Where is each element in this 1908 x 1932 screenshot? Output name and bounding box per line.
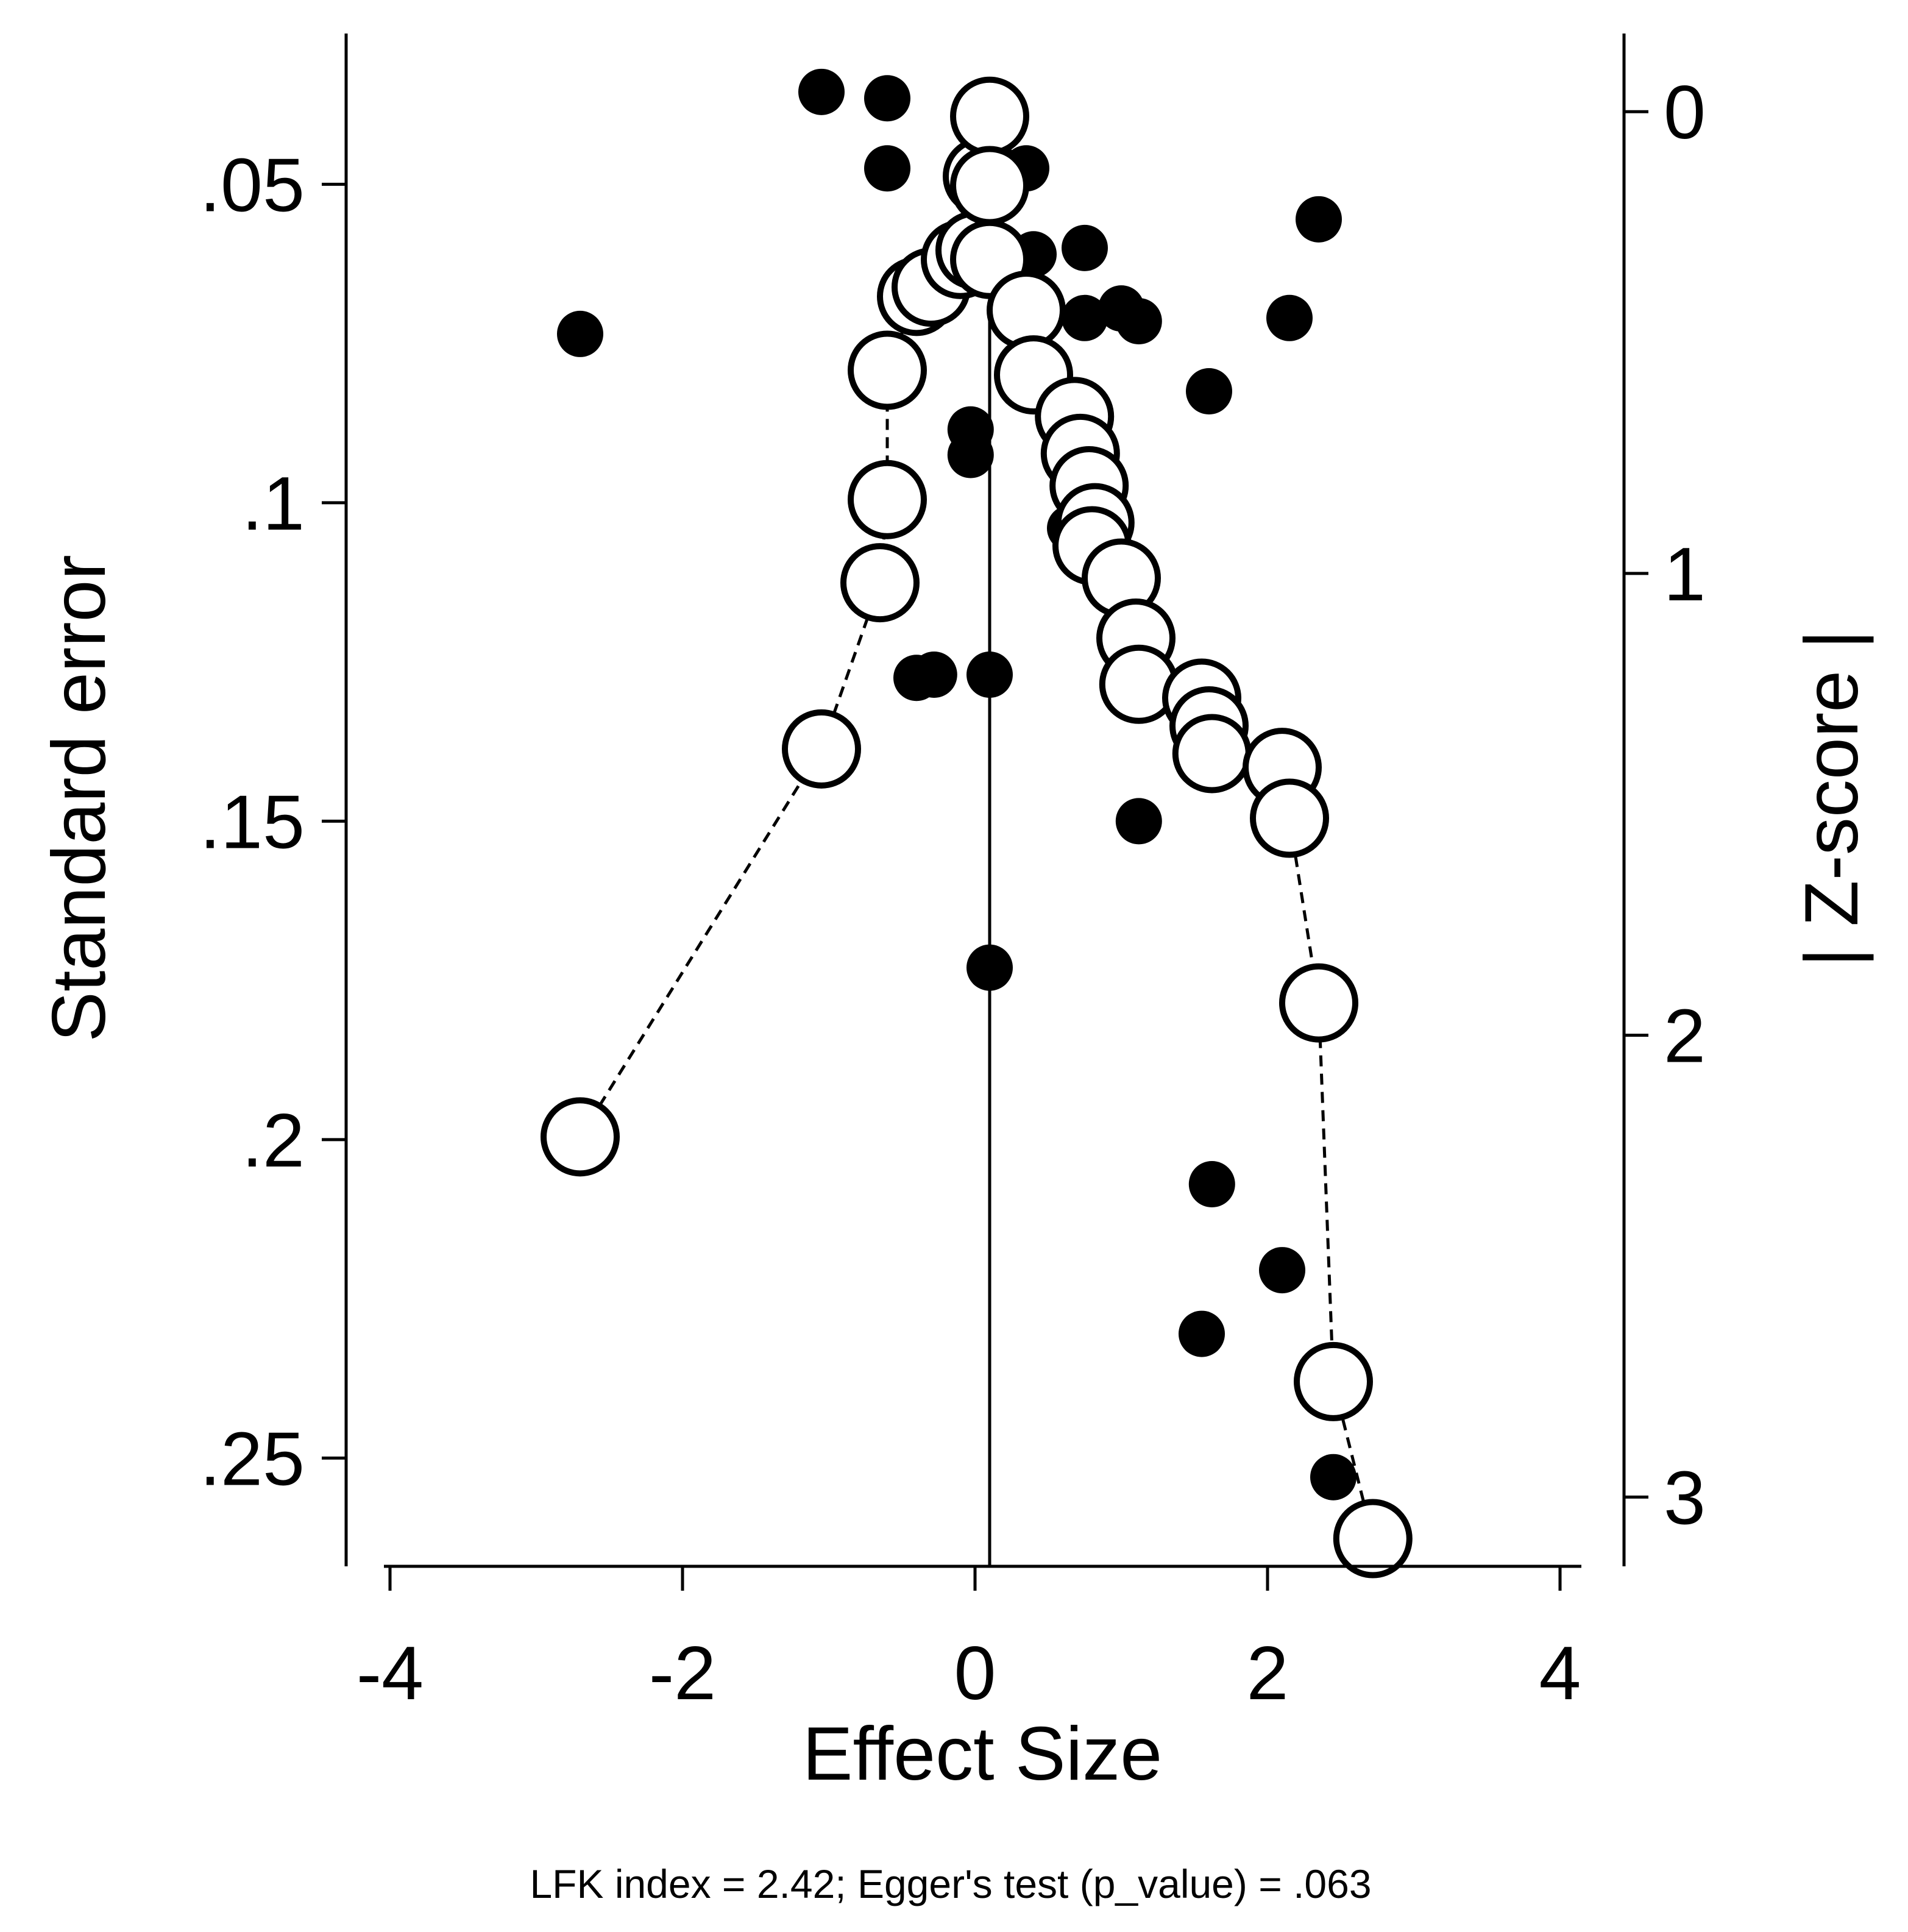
funnel-point	[798, 68, 845, 115]
x-tick-label: -2	[649, 1632, 716, 1716]
y2-tick-label: 0	[1664, 71, 1706, 155]
doi-point	[950, 146, 1029, 226]
doi-point	[950, 76, 1029, 156]
funnel-point	[1115, 798, 1162, 845]
caption: LFK index = 2.42; Egger's test (p_value)…	[530, 1861, 1371, 1906]
x-tick-label: 2	[1247, 1632, 1289, 1716]
doi-point	[1333, 1499, 1413, 1579]
funnel-point	[864, 75, 910, 122]
y-tick-label: .05	[200, 143, 305, 227]
funnel-point	[1062, 224, 1108, 271]
funnel-point	[1186, 368, 1232, 414]
y-tick-label: .1	[242, 462, 305, 546]
doi-point	[782, 709, 861, 789]
doi-point	[541, 1097, 620, 1177]
y-tick-label: .25	[200, 1417, 305, 1501]
x-tick-label: -4	[356, 1632, 424, 1716]
open-points-layer	[541, 76, 1413, 1579]
funnel-point	[1179, 1310, 1225, 1357]
funnel-point	[910, 652, 957, 698]
doi-point	[1172, 714, 1252, 794]
funnel-point	[557, 310, 603, 357]
funnel-point	[966, 944, 1013, 991]
funnel-point	[1062, 294, 1108, 341]
doi-point	[1294, 1341, 1373, 1421]
doi-point	[848, 460, 927, 539]
x-axis-title: Effect Size	[803, 1712, 1162, 1796]
y2-axis-title: | Z-score |	[1790, 630, 1874, 967]
funnel-point	[864, 145, 910, 192]
y2-tick-label: 3	[1664, 1456, 1706, 1540]
funnel-point	[947, 432, 994, 478]
x-tick-label: 0	[954, 1632, 996, 1716]
y2-tick-label: 2	[1664, 995, 1706, 1079]
y-axis-title: Standard error	[37, 555, 121, 1042]
funnel-point	[1266, 294, 1313, 341]
y2-tick-label: 1	[1664, 533, 1706, 617]
doi-point	[1250, 778, 1329, 858]
funnel-point	[1296, 196, 1342, 243]
funnel-point	[1259, 1247, 1305, 1294]
axes-layer: -4 -2 0 2 4 .05 .1 .15 .2 .25 0 1 2 3	[200, 34, 1706, 1716]
funnel-point	[1115, 298, 1162, 345]
doi-point	[987, 271, 1066, 350]
y-tick-label: .2	[242, 1099, 305, 1183]
funnel-point	[1188, 1161, 1235, 1207]
y-tick-label: .15	[200, 780, 305, 864]
doi-point	[840, 543, 920, 623]
x-tick-label: 4	[1539, 1632, 1581, 1716]
funnel-point	[1310, 1454, 1357, 1500]
doi-point	[1279, 963, 1358, 1043]
funnel-point	[966, 652, 1013, 698]
doi-point	[848, 330, 927, 410]
